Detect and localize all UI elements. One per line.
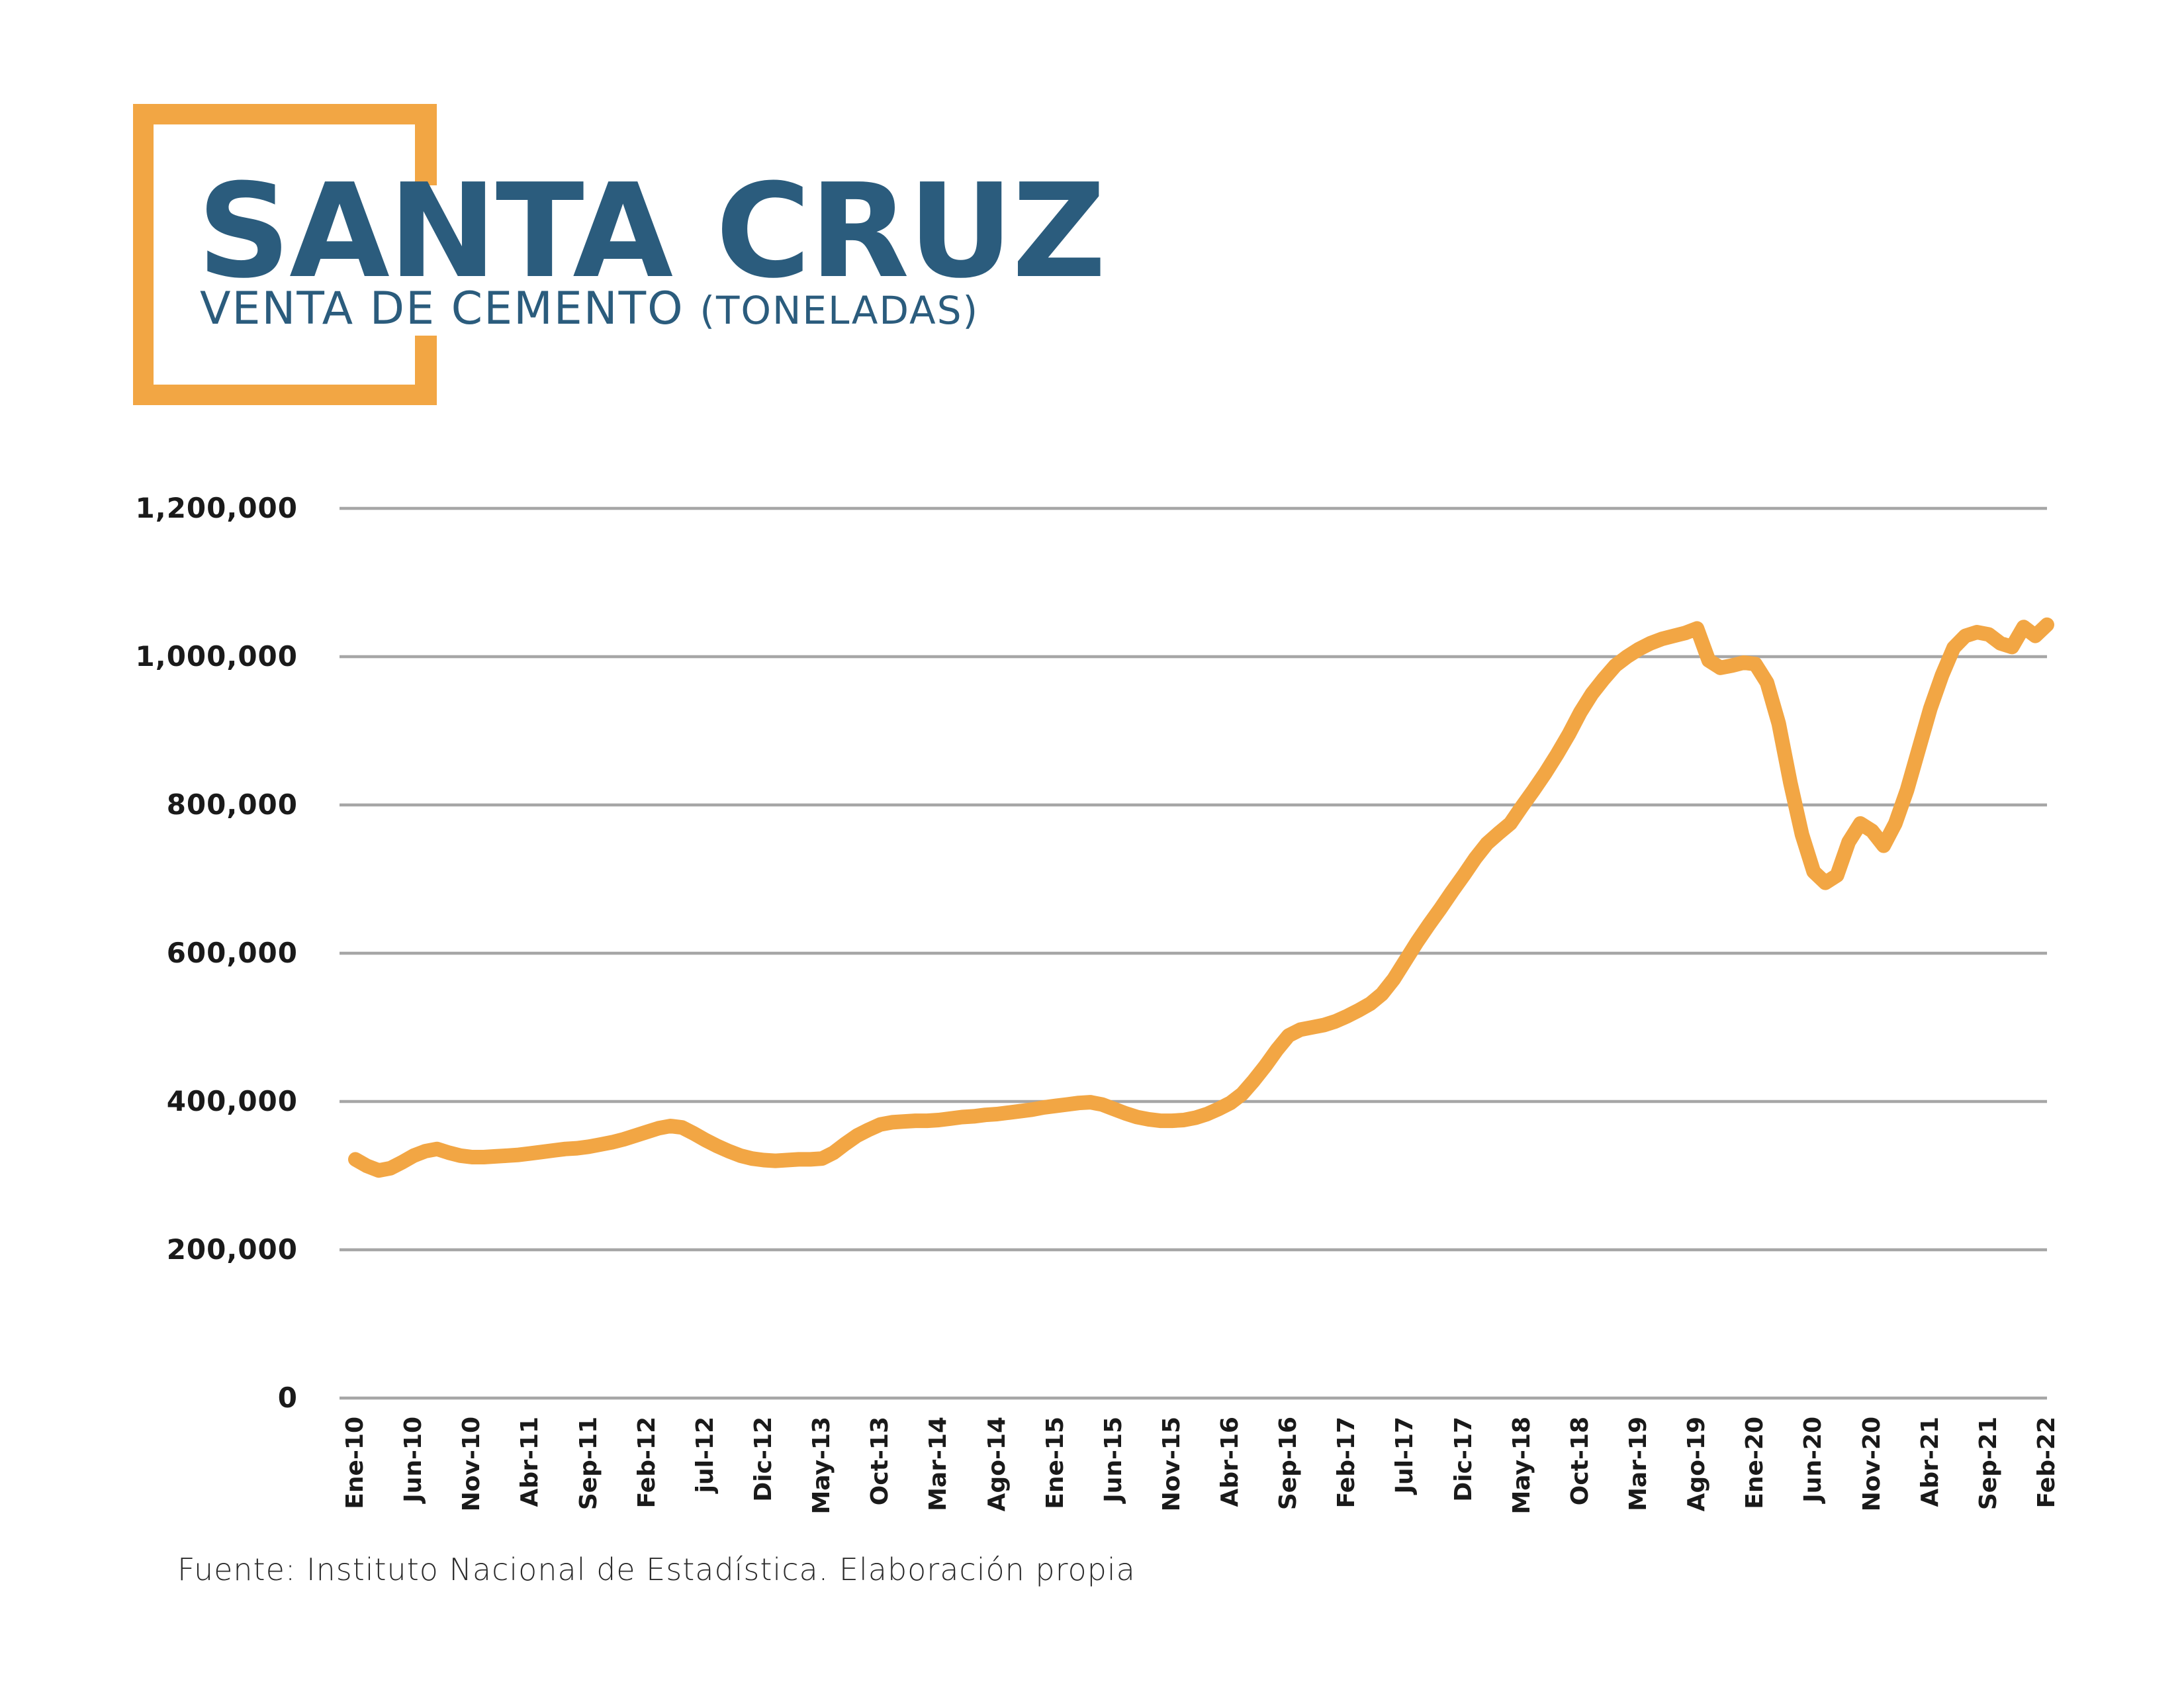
y-tick-label: 0: [277, 1382, 298, 1414]
logo-bracket-bottom-right-stub: [415, 336, 437, 405]
x-tick-label: jul-12: [691, 1417, 719, 1493]
y-tick-label: 600,000: [166, 937, 298, 969]
x-tick-label: May-13: [808, 1417, 836, 1515]
x-tick-label: May-18: [1508, 1417, 1535, 1515]
x-tick-label: Ago-19: [1683, 1417, 1711, 1512]
x-tick-label: Oct-13: [866, 1417, 894, 1506]
x-tick-label: Sep-11: [574, 1417, 602, 1511]
x-tick-label: Sep-21: [1974, 1417, 2002, 1511]
x-tick-label: Sep-16: [1275, 1417, 1302, 1511]
page-title: SANTA CRUZ: [197, 156, 1106, 307]
x-tick-label: Ene-15: [1041, 1417, 1069, 1509]
x-tick-label: Abr-21: [1916, 1417, 1944, 1507]
x-tick-label: Abr-11: [516, 1417, 544, 1507]
source-note: Fuente: Instituto Nacional de Estadístic…: [177, 1552, 1136, 1587]
x-tick-label: Oct-18: [1566, 1417, 1594, 1506]
x-tick-label: Ago-14: [983, 1417, 1011, 1512]
y-tick-label: 1,000,000: [135, 640, 298, 673]
x-tick-label: Mar-19: [1625, 1417, 1653, 1511]
logo-bracket-top-bar: [133, 104, 437, 124]
x-tick-label: Jun-10: [400, 1417, 428, 1503]
x-tick-label: Ene-20: [1741, 1417, 1769, 1509]
page-subtitle-text: VENTA DE CEMENTO: [200, 283, 684, 335]
logo-bracket-bottom-bar: [133, 385, 437, 405]
y-tick-label: 800,000: [166, 788, 298, 821]
x-tick-label: Feb-17: [1333, 1417, 1361, 1509]
x-tick-label: Nov-20: [1858, 1417, 1886, 1512]
page-subtitle: VENTA DE CEMENTO (TONELADAS): [200, 283, 979, 335]
x-tick-label: Abr-16: [1216, 1417, 1244, 1507]
x-tick-label: Jun-15: [1099, 1417, 1127, 1503]
x-tick-label: Mar-14: [925, 1417, 952, 1511]
x-tick-label: Jul-17: [1391, 1417, 1419, 1494]
x-tick-label: Dic-12: [749, 1417, 777, 1502]
x-tick-label: Dic-17: [1449, 1417, 1477, 1502]
gridlines: [340, 506, 2047, 1400]
page-subtitle-unit: (TONELADAS): [700, 288, 979, 333]
y-tick-label: 400,000: [166, 1085, 298, 1117]
logo-bracket-left-bar: [133, 104, 154, 405]
x-tick-label: Feb-22: [2033, 1417, 2060, 1509]
x-tick-label: Ene-10: [341, 1417, 369, 1509]
x-tick-label: Feb-12: [633, 1417, 660, 1509]
logo-bracket-top-right-stub: [415, 104, 437, 185]
y-tick-label: 200,000: [166, 1233, 298, 1266]
x-tick-label: Nov-15: [1158, 1417, 1185, 1512]
y-tick-label: 1,200,000: [135, 492, 298, 524]
x-tick-label: Jun-20: [1799, 1417, 1827, 1503]
series-line: [348, 617, 2054, 1178]
x-tick-label: Nov-10: [458, 1417, 486, 1512]
